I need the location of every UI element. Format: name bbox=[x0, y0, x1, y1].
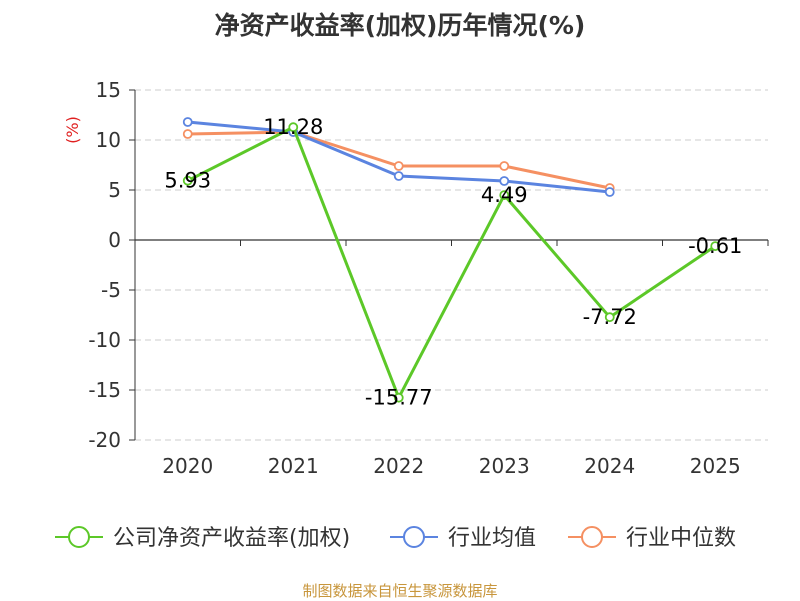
y-tick-label: 15 bbox=[96, 78, 121, 102]
data-point bbox=[604, 187, 615, 197]
data-label: -15.77 bbox=[365, 386, 433, 410]
data-point bbox=[499, 161, 510, 171]
y-tick-label: -5 bbox=[101, 278, 121, 302]
x-tick-label: 2024 bbox=[584, 454, 635, 478]
y-tick-label: 0 bbox=[108, 228, 121, 252]
y-tick-label: -10 bbox=[88, 328, 121, 352]
x-tick-label: 2025 bbox=[690, 454, 741, 478]
data-point bbox=[393, 392, 404, 403]
x-tick-label: 2023 bbox=[479, 454, 530, 478]
data-point bbox=[710, 241, 721, 252]
data-label: 11.28 bbox=[263, 115, 323, 139]
data-point bbox=[182, 175, 193, 186]
data-label: 5.93 bbox=[164, 169, 211, 193]
y-axis-label: (%) bbox=[63, 116, 82, 144]
data-point bbox=[499, 176, 510, 186]
legend: 公司净资产收益率(加权) 行业均值 行业中位数 bbox=[55, 526, 736, 551]
legend-label: 公司净资产收益率(加权) bbox=[113, 526, 350, 551]
legend-label: 行业均值 bbox=[448, 526, 536, 551]
y-tick-label: -15 bbox=[88, 378, 121, 402]
data-point bbox=[393, 171, 404, 181]
x-tick-label: 2022 bbox=[373, 454, 424, 478]
y-tick-label: 10 bbox=[96, 128, 121, 152]
legend-marker bbox=[403, 526, 425, 548]
y-tick-label: -20 bbox=[88, 428, 121, 452]
legend-label: 行业中位数 bbox=[626, 526, 736, 551]
legend-marker bbox=[68, 526, 90, 548]
y-tick-label: 5 bbox=[108, 178, 121, 202]
grid-lines bbox=[135, 89, 768, 441]
data-label: -7.72 bbox=[583, 305, 637, 329]
data-point bbox=[393, 161, 404, 171]
chart-title: 净资产收益率(加权)历年情况(%) bbox=[214, 11, 586, 40]
data-point bbox=[604, 312, 615, 323]
series-line bbox=[187, 125, 717, 400]
data-labels: 5.93 11.28 -15.77 4.49 -7.72 -0.61 bbox=[164, 115, 742, 410]
legend-marker bbox=[581, 526, 603, 548]
source-note: 制图数据来自恒生聚源数据库 bbox=[302, 582, 498, 600]
data-label: -0.61 bbox=[688, 234, 742, 258]
data-point bbox=[182, 117, 193, 127]
series-lines bbox=[182, 117, 721, 403]
x-tick-label: 2020 bbox=[162, 454, 213, 478]
x-tick-label: 2021 bbox=[268, 454, 319, 478]
data-point bbox=[499, 190, 510, 201]
axes: 15 10 5 0 -5 -10 -15 -20 2020 2021 2022 2023 2024 202… bbox=[63, 78, 769, 478]
data-point bbox=[182, 129, 193, 139]
data-point bbox=[288, 122, 299, 133]
data-label: 4.49 bbox=[481, 183, 528, 207]
